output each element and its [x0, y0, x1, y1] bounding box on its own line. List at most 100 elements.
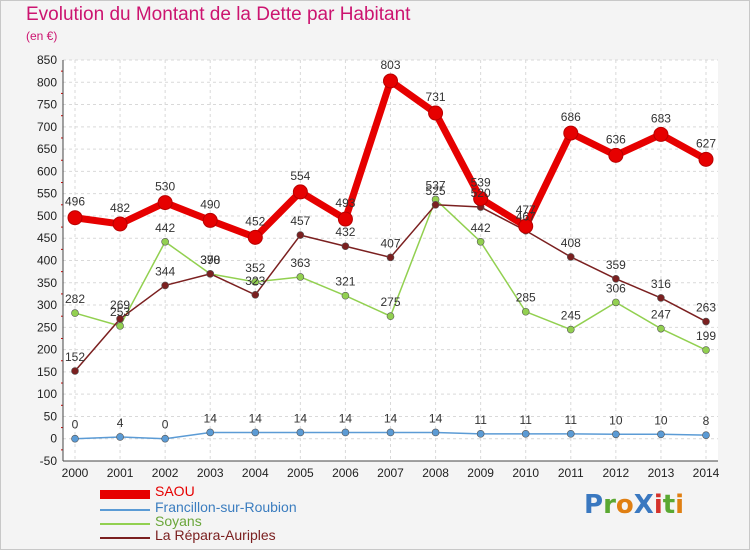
- y-tick-label: 700: [37, 120, 57, 134]
- y-tick-label: 650: [37, 142, 57, 156]
- series-3-point: [161, 281, 169, 290]
- legend-swatch: [100, 489, 150, 499]
- series-1-point: [251, 428, 260, 437]
- y-tick-label: 550: [37, 187, 57, 201]
- series-1-point: [296, 428, 305, 437]
- x-tick-label: 2008: [422, 466, 449, 480]
- series-0-point: [67, 210, 83, 226]
- x-tick-label: 2003: [197, 466, 224, 480]
- x-tick-label: 2014: [693, 466, 720, 480]
- logo-letter: r: [603, 490, 616, 520]
- data-label: 363: [290, 256, 310, 270]
- series-1-point: [566, 430, 575, 438]
- series-2-point: [341, 291, 350, 300]
- series-0-point: [383, 73, 398, 89]
- data-label: 323: [245, 274, 265, 288]
- data-label: 554: [290, 169, 310, 183]
- y-tick-label: 750: [37, 98, 57, 112]
- y-tick-label: 850: [37, 53, 57, 67]
- x-tick-label: 2006: [332, 466, 359, 480]
- series-1-point: [161, 434, 169, 443]
- series-1-point: [71, 434, 79, 443]
- legend-label: SAOU: [155, 483, 195, 499]
- series-3-point: [116, 315, 124, 323]
- data-label: 282: [65, 292, 85, 306]
- data-label: 10: [609, 413, 623, 427]
- data-label: 520: [471, 186, 491, 200]
- data-label: 525: [426, 184, 446, 198]
- x-tick-label: 2011: [558, 466, 584, 480]
- y-tick-label: 50: [44, 409, 58, 423]
- data-label: 442: [471, 221, 491, 235]
- data-label: 4: [117, 416, 124, 430]
- series-0-point: [112, 216, 128, 232]
- data-label: 0: [72, 418, 79, 432]
- y-tick-label: 200: [37, 343, 57, 357]
- series-2-point: [71, 309, 79, 317]
- series-1-point: [116, 433, 124, 441]
- series-3-point: [206, 270, 215, 278]
- x-tick-label: 2009: [467, 466, 494, 480]
- series-1-point: [386, 428, 395, 437]
- data-label: 370: [200, 253, 220, 267]
- y-tick-label: 300: [37, 298, 57, 312]
- y-tick-label: 500: [37, 209, 57, 223]
- x-tick-label: 2012: [603, 466, 630, 480]
- series-2-point: [386, 312, 395, 320]
- data-label: 199: [696, 329, 716, 343]
- series-2-point: [476, 237, 485, 246]
- series-3-point: [386, 253, 395, 262]
- data-label: 247: [651, 308, 671, 322]
- series-3-point: [657, 294, 665, 302]
- logo-letter: o: [615, 490, 634, 520]
- data-label: 0: [162, 418, 169, 432]
- x-tick-label: 2001: [107, 466, 134, 480]
- data-label-layer: 496 4825304904525544938037315394776866366…: [65, 58, 716, 432]
- data-label: 452: [245, 214, 265, 228]
- series-3-point: [431, 201, 440, 209]
- series-1-point: [341, 428, 350, 437]
- data-label: 407: [380, 236, 400, 250]
- legend-label: La Répara-Auriples: [155, 527, 276, 543]
- axis-layer: -500501001502002503003504004505005506006…: [37, 53, 720, 480]
- data-label: 316: [651, 277, 671, 291]
- series-0-point: [428, 105, 444, 121]
- series-3-point: [566, 253, 575, 261]
- legend-swatch: [100, 537, 150, 539]
- chart-unit-label: (en €): [26, 29, 58, 43]
- data-label: 530: [155, 180, 175, 194]
- data-label: 11: [519, 413, 532, 427]
- data-label: 14: [204, 411, 218, 425]
- legend-swatch: [100, 509, 150, 511]
- series-3-point: [251, 291, 260, 299]
- data-label: 11: [474, 413, 487, 427]
- data-label: 432: [335, 225, 355, 239]
- y-tick-label: 250: [37, 320, 57, 334]
- data-label: 398: [200, 253, 220, 267]
- data-label: 539: [471, 176, 491, 190]
- logo-letter: t: [662, 490, 676, 520]
- x-tick-label: 2004: [242, 466, 269, 480]
- data-label: 152: [65, 350, 85, 364]
- data-label: 275: [380, 295, 400, 309]
- series-0-point: [473, 191, 489, 207]
- data-label: 803: [380, 58, 400, 72]
- series-1-point: [521, 430, 530, 438]
- logo-letter: i: [653, 490, 663, 520]
- data-label: 731: [426, 90, 446, 104]
- logo-letter: X: [633, 490, 654, 520]
- data-label: 496: [65, 195, 85, 209]
- data-label: 14: [384, 411, 398, 425]
- series-3-point: [341, 242, 350, 251]
- data-label: 457: [290, 214, 310, 228]
- series-0-point: [247, 229, 263, 245]
- data-label: 493: [335, 196, 355, 210]
- y-tick-label: 100: [37, 387, 57, 401]
- data-label: 269: [110, 298, 130, 312]
- data-label: 11: [565, 413, 578, 427]
- data-label: 10: [654, 413, 668, 427]
- legend-label: Soyans: [155, 513, 202, 529]
- x-tick-label: 2002: [152, 466, 179, 480]
- x-tick-label: 2010: [512, 466, 539, 480]
